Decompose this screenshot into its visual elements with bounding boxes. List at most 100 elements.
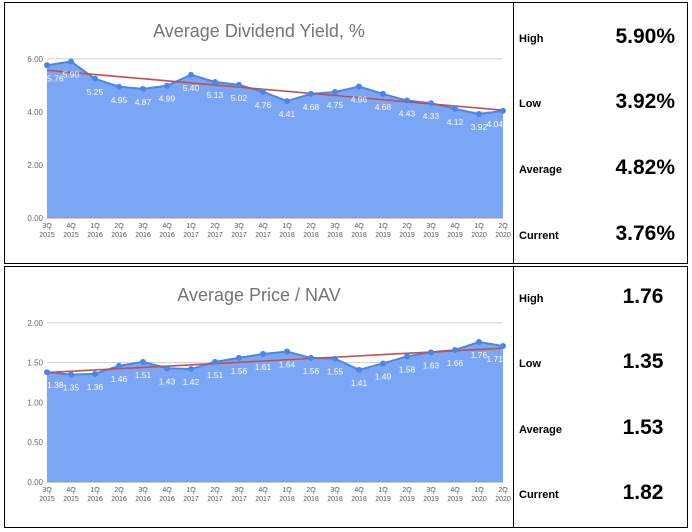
x-tick-label: 4Q 2017 — [255, 223, 271, 239]
x-tick-label: 2Q 2019 — [399, 223, 415, 239]
stat-label: Low — [519, 358, 541, 370]
x-tick-label: 1Q 2017 — [183, 223, 199, 239]
data-point — [68, 371, 74, 378]
data-point — [212, 78, 218, 85]
x-tick-label-quarter: 1Q — [378, 487, 388, 494]
x-tick-label: 1Q 2018 — [279, 223, 295, 239]
data-point — [236, 354, 242, 361]
data-point — [500, 342, 506, 349]
stat-low: Low 1.35 — [514, 346, 687, 386]
x-tick-label-year: 2019 — [399, 232, 415, 239]
dividend-yield-chart: 0.00 2.00 4.00 6.00 5.76 5.90 5.25 4.95 4.87 4.99… — [5, 3, 514, 263]
data-label: 1.42 — [183, 377, 200, 387]
x-tick-label-quarter: 4Q — [66, 487, 76, 494]
x-tick-label-year: 2019 — [447, 496, 463, 503]
x-tick-label-quarter: 1Q — [90, 487, 100, 494]
stat-label: Low — [519, 98, 541, 110]
y-tick-label: 1.00 — [27, 398, 43, 407]
x-tick-label: 4Q 2019 — [447, 223, 463, 239]
x-tick-label-quarter: 2Q — [210, 223, 220, 230]
x-tick-label-year: 2018 — [279, 232, 295, 239]
x-tick-label-quarter: 3Q — [42, 223, 52, 230]
x-tick-label-year: 2018 — [351, 496, 367, 503]
x-tick-label: 1Q 2020 — [471, 223, 487, 239]
x-tick-label-year: 2017 — [255, 496, 271, 503]
x-tick-label-quarter: 3Q — [138, 223, 148, 230]
data-label: 1.56 — [303, 366, 320, 376]
x-tick-label: 3Q 2015 — [39, 223, 55, 239]
data-point — [188, 366, 194, 373]
x-tick-label-quarter: 3Q — [330, 223, 340, 230]
x-tick-label: 4Q 2018 — [351, 487, 367, 503]
x-tick-label-year: 2018 — [303, 496, 319, 503]
x-tick-label: 3Q 2019 — [423, 223, 439, 239]
stat-label: Average — [519, 424, 563, 436]
x-tick-label-year: 2016 — [159, 496, 175, 503]
x-tick-label-year: 2015 — [39, 496, 55, 503]
x-tick-label-quarter: 2Q — [402, 487, 412, 494]
data-point — [284, 348, 290, 355]
x-tick-label-quarter: 3Q — [234, 487, 244, 494]
trendline — [46, 69, 504, 112]
data-point — [380, 90, 386, 97]
x-tick-label: 1Q 2020 — [471, 487, 487, 503]
stat-value: 4.82% — [615, 156, 675, 179]
data-point — [476, 111, 482, 118]
x-tick-label-year: 2020 — [495, 232, 511, 239]
x-tick-label-year: 2016 — [111, 496, 127, 503]
series-line — [46, 60, 504, 116]
data-point — [188, 71, 194, 78]
x-tick-label-year: 2016 — [87, 232, 103, 239]
data-label: 4.99 — [159, 94, 176, 104]
y-tick-label: 0.00 — [27, 214, 43, 223]
data-label: 4.75 — [327, 100, 344, 110]
x-tick-label: 3Q 2015 — [39, 487, 55, 503]
data-label: 4.33 — [423, 111, 440, 121]
x-tick-label-year: 2020 — [471, 496, 487, 503]
x-tick-label: 3Q 2016 — [135, 487, 151, 503]
data-label: 1.49 — [375, 371, 392, 381]
data-point — [116, 83, 122, 90]
x-tick-label-quarter: 1Q — [186, 223, 196, 230]
x-tick-label-quarter: 2Q — [306, 487, 316, 494]
data-point — [476, 339, 482, 345]
x-tick-label-quarter: 4Q — [450, 223, 460, 230]
x-tick-label-year: 2018 — [327, 232, 343, 239]
x-tick-label-quarter: 4Q — [258, 487, 268, 494]
data-point — [140, 358, 146, 365]
x-tick-label-year: 2015 — [63, 232, 79, 239]
chart-title: Average Price / NAV — [177, 285, 341, 305]
x-tick-label-year: 2019 — [375, 232, 391, 239]
data-label: 1.55 — [327, 367, 344, 377]
x-tick-label-year: 2016 — [159, 232, 175, 239]
x-tick-label: 4Q 2017 — [255, 487, 271, 503]
stat-value: 1.35 — [622, 350, 664, 373]
data-label: 5.90 — [63, 70, 80, 80]
data-point — [404, 97, 410, 104]
data-label: 1.51 — [207, 370, 224, 380]
x-tick-label-quarter: 4Q — [66, 223, 76, 230]
x-tick-label-year: 2020 — [495, 496, 511, 503]
chart-title: Average Dividend Yield, % — [153, 21, 365, 41]
x-tick-label-year: 2017 — [183, 496, 199, 503]
x-tick-label-quarter: 4Q — [162, 487, 172, 494]
data-label: 1.35 — [63, 383, 80, 393]
data-point — [260, 350, 266, 357]
data-point — [164, 82, 170, 89]
stat-value: 1.82 — [622, 481, 664, 504]
data-label: 4.12 — [447, 117, 464, 127]
data-point — [260, 88, 266, 95]
data-label: 1.63 — [423, 360, 440, 370]
x-tick-label: 2Q 2020 — [495, 223, 511, 239]
data-label: 1.51 — [135, 370, 152, 380]
x-tick-label: 2Q 2018 — [303, 487, 319, 503]
x-tick-label: 1Q 2019 — [375, 487, 391, 503]
x-tick-label-quarter: 2Q — [114, 223, 124, 230]
x-tick-label-quarter: 2Q — [114, 487, 124, 494]
dividend-yield-stats: High 5.90% Low 3.92% Average 4.82% Curre… — [514, 3, 687, 263]
data-label: 1.64 — [279, 360, 296, 370]
data-label: 4.68 — [375, 102, 392, 112]
x-tick-label: 3Q 2018 — [327, 487, 343, 503]
x-tick-label-year: 2015 — [63, 496, 79, 503]
data-label: 5.02 — [231, 93, 248, 103]
